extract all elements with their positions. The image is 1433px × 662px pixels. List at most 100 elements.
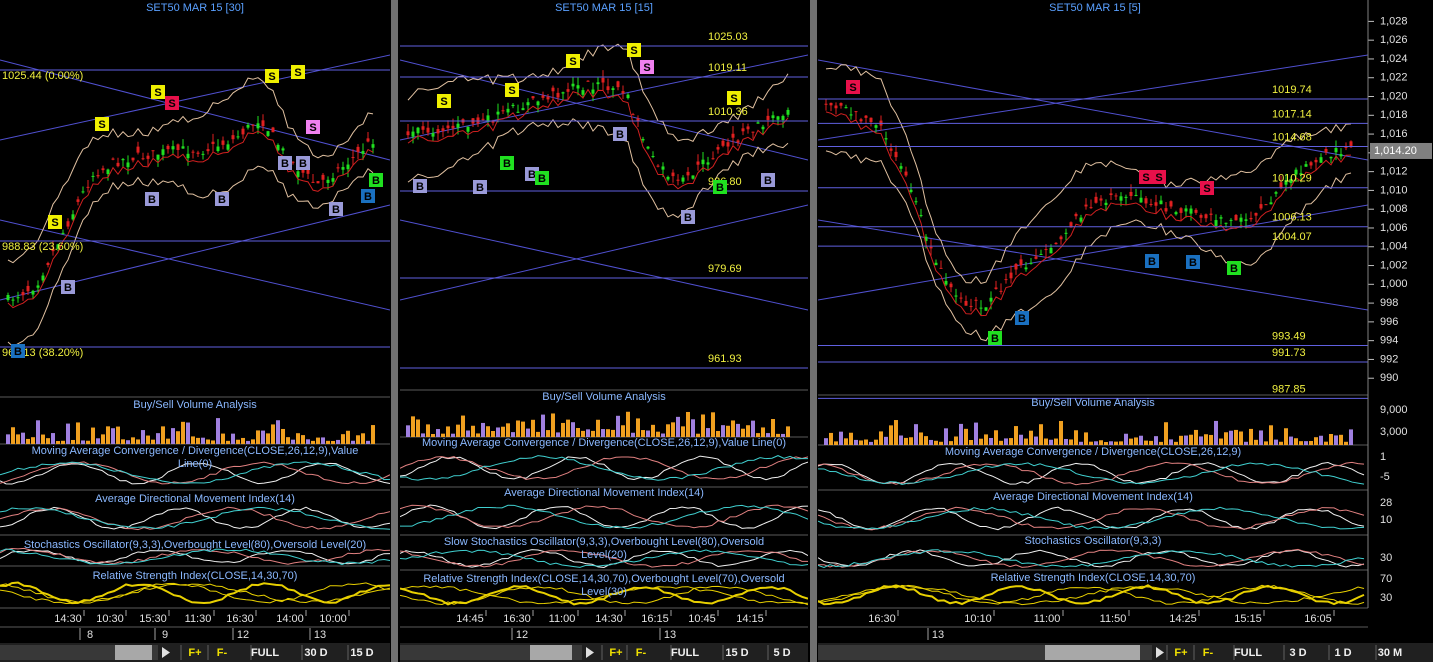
toolbar-button[interactable]: 15 D [725, 647, 748, 659]
volume-bar [556, 432, 560, 437]
volume-bar [1149, 440, 1153, 445]
toolbar-button[interactable]: F+ [1174, 647, 1187, 659]
volume-bar [924, 436, 928, 445]
volume-bar [526, 428, 530, 437]
candle-body [646, 146, 650, 149]
volume-bar [271, 424, 275, 444]
volume-bar [1284, 428, 1288, 445]
time-label: 14:30 [54, 613, 82, 625]
toolbar-button[interactable]: 5 D [773, 647, 790, 659]
toolbar-button[interactable]: 1 D [1334, 647, 1351, 659]
y-tick-label: 1,010 [1380, 184, 1408, 196]
time-label: 16:30 [868, 613, 896, 625]
candle-body [266, 131, 270, 136]
candle-body [96, 175, 100, 177]
candle-body [1024, 267, 1028, 270]
toolbar-button[interactable]: FULL [1234, 647, 1262, 659]
candle-body [426, 127, 430, 133]
volume-bar [586, 429, 590, 437]
candle-body [581, 90, 585, 95]
volume-bar [1189, 434, 1193, 445]
volume-bar [1219, 438, 1223, 445]
candle-body [721, 140, 725, 146]
candle-body [1179, 208, 1183, 213]
toolbar-button[interactable]: FULL [671, 647, 699, 659]
volume-bar [761, 427, 765, 437]
volume-bar [361, 433, 365, 444]
signal-label: B [1189, 257, 1197, 269]
volume-bar [291, 439, 295, 444]
candle-body [1334, 148, 1338, 153]
scroll-arrow[interactable] [586, 647, 594, 658]
candle-body [1339, 154, 1343, 157]
toolbar-button[interactable]: F+ [609, 647, 622, 659]
volume-bar [929, 439, 933, 445]
volume-bar [771, 419, 775, 437]
price-label: 1006.13 [1272, 212, 1312, 224]
indicator-title: Stochastics Oscillator(9,3,3) [1025, 535, 1162, 547]
toolbar-button[interactable]: 3 D [1289, 647, 1306, 659]
volume-bar [781, 433, 785, 437]
signal-box [1152, 170, 1166, 184]
volume-bar [1209, 434, 1213, 445]
volume-bar [246, 440, 250, 444]
candle-body [1269, 202, 1273, 205]
volume-bar [1314, 437, 1318, 445]
candle-body [741, 128, 745, 132]
signal-box [296, 156, 310, 170]
volume-bar [1099, 440, 1103, 445]
price-label: 991.73 [1272, 347, 1306, 359]
toolbar-button[interactable]: F- [217, 647, 228, 659]
volume-bar [216, 418, 220, 444]
signal-label: B [218, 194, 226, 206]
candle-body [914, 201, 918, 203]
signal-box [566, 54, 580, 68]
toolbar-button[interactable]: 30 M [1378, 647, 1402, 659]
signal-box [727, 91, 741, 105]
volume-bar [1254, 439, 1258, 445]
candle-body [1134, 194, 1138, 196]
volume-bar [1124, 433, 1128, 445]
toolbar-button[interactable]: F- [636, 647, 647, 659]
toolbar-button[interactable]: 30 D [304, 647, 327, 659]
volume-bar [994, 430, 998, 445]
candle-body [486, 115, 490, 121]
candle-body [1069, 222, 1073, 228]
candle-body [1144, 198, 1148, 204]
candle-body [411, 131, 415, 137]
toolbar-button[interactable]: F+ [188, 647, 201, 659]
volume-bar [1049, 439, 1053, 445]
candle-body [1299, 173, 1303, 175]
scroll-arrow[interactable] [1156, 647, 1164, 658]
volume-bar [666, 424, 670, 437]
volume-bar [711, 412, 715, 437]
signal-box [165, 96, 179, 110]
toolbar-button[interactable]: F- [1203, 647, 1214, 659]
signal-label: S [730, 93, 737, 105]
candle-body [446, 125, 450, 129]
volume-bar [751, 420, 755, 437]
volume-bar [421, 433, 425, 437]
indicator-line [818, 548, 1365, 568]
indicator-title: Average Directional Movement Index(14) [95, 493, 295, 505]
scroll-arrow[interactable] [162, 647, 170, 658]
volume-bar [121, 439, 125, 444]
volume-bar [541, 414, 545, 437]
volume-bar [721, 425, 725, 437]
volume-bar [546, 430, 550, 437]
toolbar-button[interactable]: FULL [251, 647, 279, 659]
candle-body [456, 123, 460, 128]
volume-bar [286, 437, 290, 444]
candle-body [106, 169, 110, 175]
toolbar-button[interactable]: 15 D [350, 647, 373, 659]
candle-body [1204, 214, 1208, 219]
volume-bar [1004, 438, 1008, 445]
price-label: 987.85 [1272, 383, 1306, 395]
candle-body [111, 158, 115, 160]
candle-body [336, 167, 340, 169]
candle-body [536, 101, 540, 106]
bollinger-upper [407, 43, 789, 143]
volume-bar [186, 422, 190, 444]
candle-body [1189, 208, 1193, 214]
candle-body [6, 295, 10, 301]
